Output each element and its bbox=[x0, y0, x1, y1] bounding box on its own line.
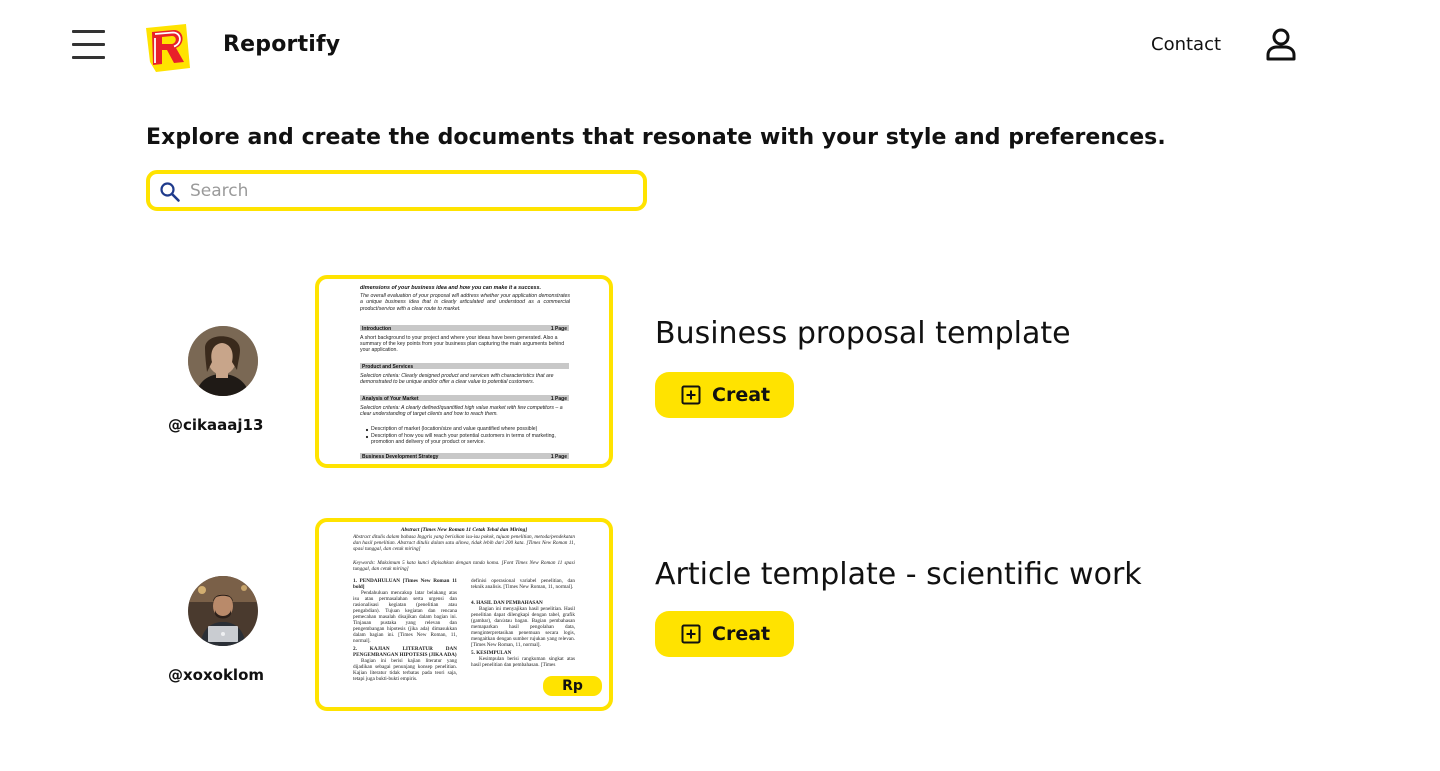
preview-heading: Introduction bbox=[362, 326, 391, 332]
document-card: @cikaaaj13 dimensions of your business i… bbox=[0, 275, 1440, 475]
menu-bar bbox=[72, 43, 105, 46]
preview-text: dimensions of your business idea and how… bbox=[360, 285, 541, 291]
preview-text: definisi operasional variabel penelitian… bbox=[471, 578, 575, 590]
preview-text: The overall evaluation of your proposal … bbox=[360, 293, 570, 312]
create-button[interactable]: Creat bbox=[655, 611, 794, 657]
preview-pages: 1 Page bbox=[551, 326, 567, 332]
create-button[interactable]: Creat bbox=[655, 372, 794, 418]
document-card: @xoxoklom Abstract [Times New Roman 11 C… bbox=[0, 518, 1440, 718]
document-preview[interactable]: dimensions of your business idea and how… bbox=[315, 275, 613, 468]
search-icon bbox=[160, 182, 180, 202]
preview-bullet: Description of how you will reach your p… bbox=[371, 433, 556, 446]
create-button-label: Creat bbox=[712, 384, 771, 406]
author-username[interactable]: @cikaaaj13 bbox=[168, 416, 264, 434]
document-title[interactable]: Business proposal template bbox=[655, 316, 1071, 351]
preview-text: Bagian ini berisi kajian literatur yang … bbox=[353, 658, 457, 682]
search-bar[interactable] bbox=[146, 170, 647, 211]
hamburger-menu-icon[interactable] bbox=[70, 29, 106, 61]
menu-bar bbox=[72, 30, 105, 33]
brand-name: Reportify bbox=[223, 32, 341, 57]
preview-text: A short background to your project and w… bbox=[360, 335, 565, 354]
preview-heading: Abstract [Times New Roman 11 Cetak Tebal… bbox=[400, 527, 527, 533]
preview-text: Pendahuluan mencakup latar belakang atas… bbox=[353, 590, 457, 644]
plus-square-icon bbox=[681, 385, 701, 405]
price-badge: Rp bbox=[543, 676, 602, 696]
author-avatar[interactable] bbox=[188, 576, 258, 646]
plus-square-icon bbox=[681, 624, 701, 644]
preview-heading: 5. KESIMPULAN bbox=[471, 650, 512, 656]
preview-bullet: Description of market (location/size and… bbox=[371, 426, 538, 432]
page-headline: Explore and create the documents that re… bbox=[146, 125, 1166, 150]
preview-heading: Business Development Strategy bbox=[362, 454, 439, 460]
menu-bar bbox=[72, 56, 105, 59]
preview-pages: 1 Page bbox=[551, 396, 567, 402]
preview-text: Keywords: Maksimum 5 kata kunci dipisahk… bbox=[353, 560, 575, 573]
reportify-logo-icon[interactable] bbox=[144, 22, 192, 74]
article-preview-page: Abstract [Times New Roman 11 Cetak Tebal… bbox=[353, 527, 575, 682]
preview-heading: Product and Services bbox=[362, 364, 413, 370]
document-title[interactable]: Article template - scientific work bbox=[655, 557, 1142, 592]
preview-text: Bagian ini menyajikan hasil penelitian. … bbox=[471, 606, 575, 648]
preview-text: Abstract ditulis dalam bahasa Inggris ya… bbox=[353, 534, 575, 553]
user-icon[interactable] bbox=[1263, 27, 1299, 63]
preview-text: Kesimpulan berisi rangkuman singkat atas… bbox=[471, 656, 575, 668]
preview-text: Selection criteria: Clearly designed pro… bbox=[360, 373, 554, 386]
author-avatar[interactable] bbox=[188, 326, 258, 396]
contact-link[interactable]: Contact bbox=[1151, 34, 1222, 55]
preview-heading: 2. KAJIAN LITERATUR DAN PENGEMBANGAN HIP… bbox=[353, 646, 457, 658]
preview-pages: 1 Page bbox=[551, 454, 567, 460]
create-button-label: Creat bbox=[712, 623, 771, 645]
preview-heading: 4. HASIL DAN PEMBAHASAN bbox=[471, 600, 543, 606]
document-preview[interactable]: Abstract [Times New Roman 11 Cetak Tebal… bbox=[315, 518, 613, 711]
author-username[interactable]: @xoxoklom bbox=[168, 666, 265, 684]
proposal-preview-page: dimensions of your business idea and how… bbox=[360, 285, 570, 460]
search-input[interactable] bbox=[190, 179, 630, 203]
top-header: Reportify Contact bbox=[0, 0, 1440, 95]
preview-heading: 1. PENDAHULUAN [Times New Roman 11 bold] bbox=[353, 578, 457, 590]
preview-text: Selection criteria: A clearly defined/qu… bbox=[360, 405, 563, 418]
preview-heading: Analysis of Your Market bbox=[362, 396, 419, 402]
